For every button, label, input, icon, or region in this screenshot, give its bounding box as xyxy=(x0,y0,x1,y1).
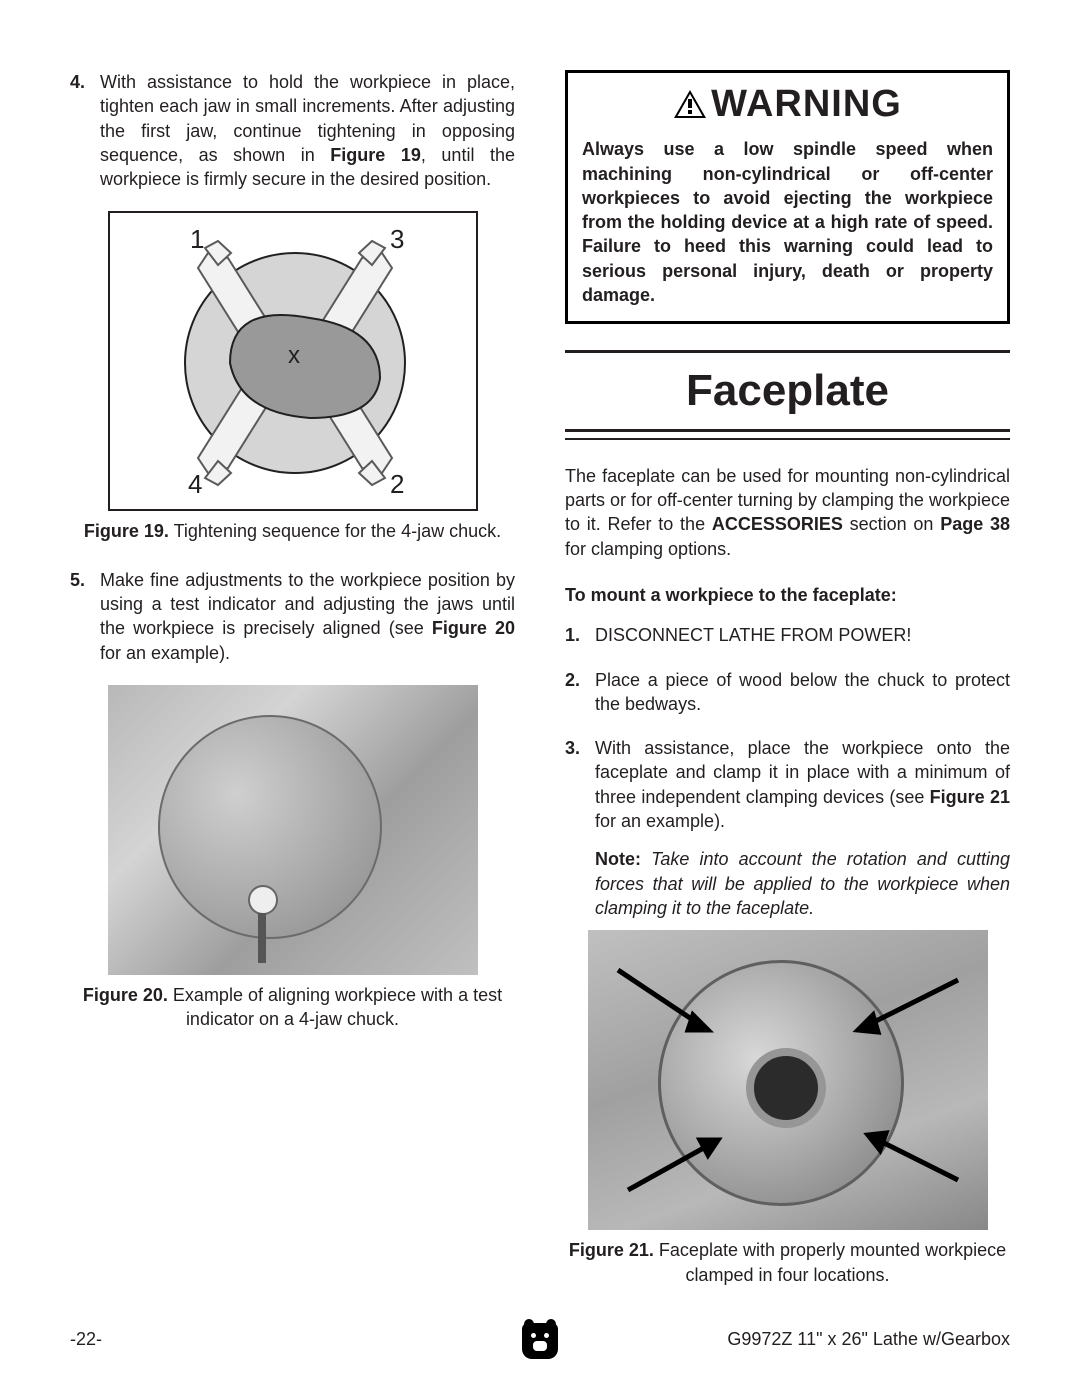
note-label: Note: xyxy=(595,849,641,869)
svg-text:1: 1 xyxy=(190,224,204,254)
caption-text: Faceplate with properly mounted workpiec… xyxy=(654,1240,1006,1284)
warning-body: Always use a low spindle speed when mach… xyxy=(582,137,993,307)
step-number: 3. xyxy=(565,736,595,833)
text: section on xyxy=(843,514,940,534)
right-column: WARNING Always use a low spindle speed w… xyxy=(565,70,1010,1307)
left-column: 4. With assistance to hold the workpiece… xyxy=(70,70,515,1307)
svg-text:x: x xyxy=(288,342,300,369)
section-title: Faceplate xyxy=(565,350,1010,431)
figure-ref: Figure 20 xyxy=(432,618,515,638)
note: Note: Take into account the rotation and… xyxy=(595,847,1010,920)
figure-21-caption: Figure 21. Faceplate with properly mount… xyxy=(565,1238,1010,1287)
model-info: G9972Z 11" x 26" Lathe w/Gearbox xyxy=(727,1327,1010,1351)
text: for an example). xyxy=(100,643,230,663)
warning-title-text: WARNING xyxy=(711,83,902,125)
warning-icon xyxy=(673,82,707,133)
figure-19-caption: Figure 19. Tightening sequence for the 4… xyxy=(70,519,515,543)
section-underline xyxy=(565,438,1010,440)
figure-21-photo xyxy=(588,930,988,1230)
caption-text: Example of aligning workpiece with a tes… xyxy=(168,985,502,1029)
page-number: -22- xyxy=(70,1327,102,1351)
fp-step-1: 1. DISCONNECT LATHE FROM POWER! xyxy=(565,623,1010,647)
warning-title: WARNING xyxy=(582,79,993,133)
step-4: 4. With assistance to hold the workpiece… xyxy=(70,70,515,191)
svg-text:3: 3 xyxy=(390,224,404,254)
step-body: Place a piece of wood below the chuck to… xyxy=(595,668,1010,717)
accessories-ref: ACCESSORIES xyxy=(712,514,843,534)
figure-label: Figure 20. xyxy=(83,985,168,1005)
step-body: With assistance, place the workpiece ont… xyxy=(595,736,1010,833)
caption-text: Tightening sequence for the 4-jaw chuck. xyxy=(169,521,501,541)
step-number: 2. xyxy=(565,668,595,717)
step-number: 1. xyxy=(565,623,595,647)
note-body: Take into account the rotation and cutti… xyxy=(595,849,1010,918)
figure-ref: Figure 21 xyxy=(930,787,1010,807)
warning-box: WARNING Always use a low spindle speed w… xyxy=(565,70,1010,324)
figure-20-caption: Figure 20. Example of aligning workpiece… xyxy=(70,983,515,1032)
fp-step-2: 2. Place a piece of wood below the chuck… xyxy=(565,668,1010,717)
page-ref: Page 38 xyxy=(940,514,1010,534)
figure-ref: Figure 19 xyxy=(330,145,421,165)
faceplate-intro: The faceplate can be used for mounting n… xyxy=(565,464,1010,561)
figure-label: Figure 21. xyxy=(569,1240,654,1260)
text: for an example). xyxy=(595,811,725,831)
mount-subhead: To mount a workpiece to the faceplate: xyxy=(565,583,1010,607)
step-number: 5. xyxy=(70,568,100,665)
figure-20-photo xyxy=(108,685,478,975)
step-body: DISCONNECT LATHE FROM POWER! xyxy=(595,623,1010,647)
svg-text:2: 2 xyxy=(390,469,404,499)
step-body: With assistance to hold the workpiece in… xyxy=(100,70,515,191)
figure-19-diagram: 1 3 2 4 x xyxy=(108,211,478,511)
bear-icon xyxy=(522,1323,558,1359)
footer-logo xyxy=(522,1323,558,1359)
step-number: 4. xyxy=(70,70,100,191)
fp-step-3: 3. With assistance, place the workpiece … xyxy=(565,736,1010,833)
svg-text:4: 4 xyxy=(188,469,202,499)
figure-label: Figure 19. xyxy=(84,521,169,541)
step-5: 5. Make fine adjustments to the workpiec… xyxy=(70,568,515,665)
step-body: Make fine adjustments to the workpiece p… xyxy=(100,568,515,665)
text: for clamping options. xyxy=(565,539,731,559)
